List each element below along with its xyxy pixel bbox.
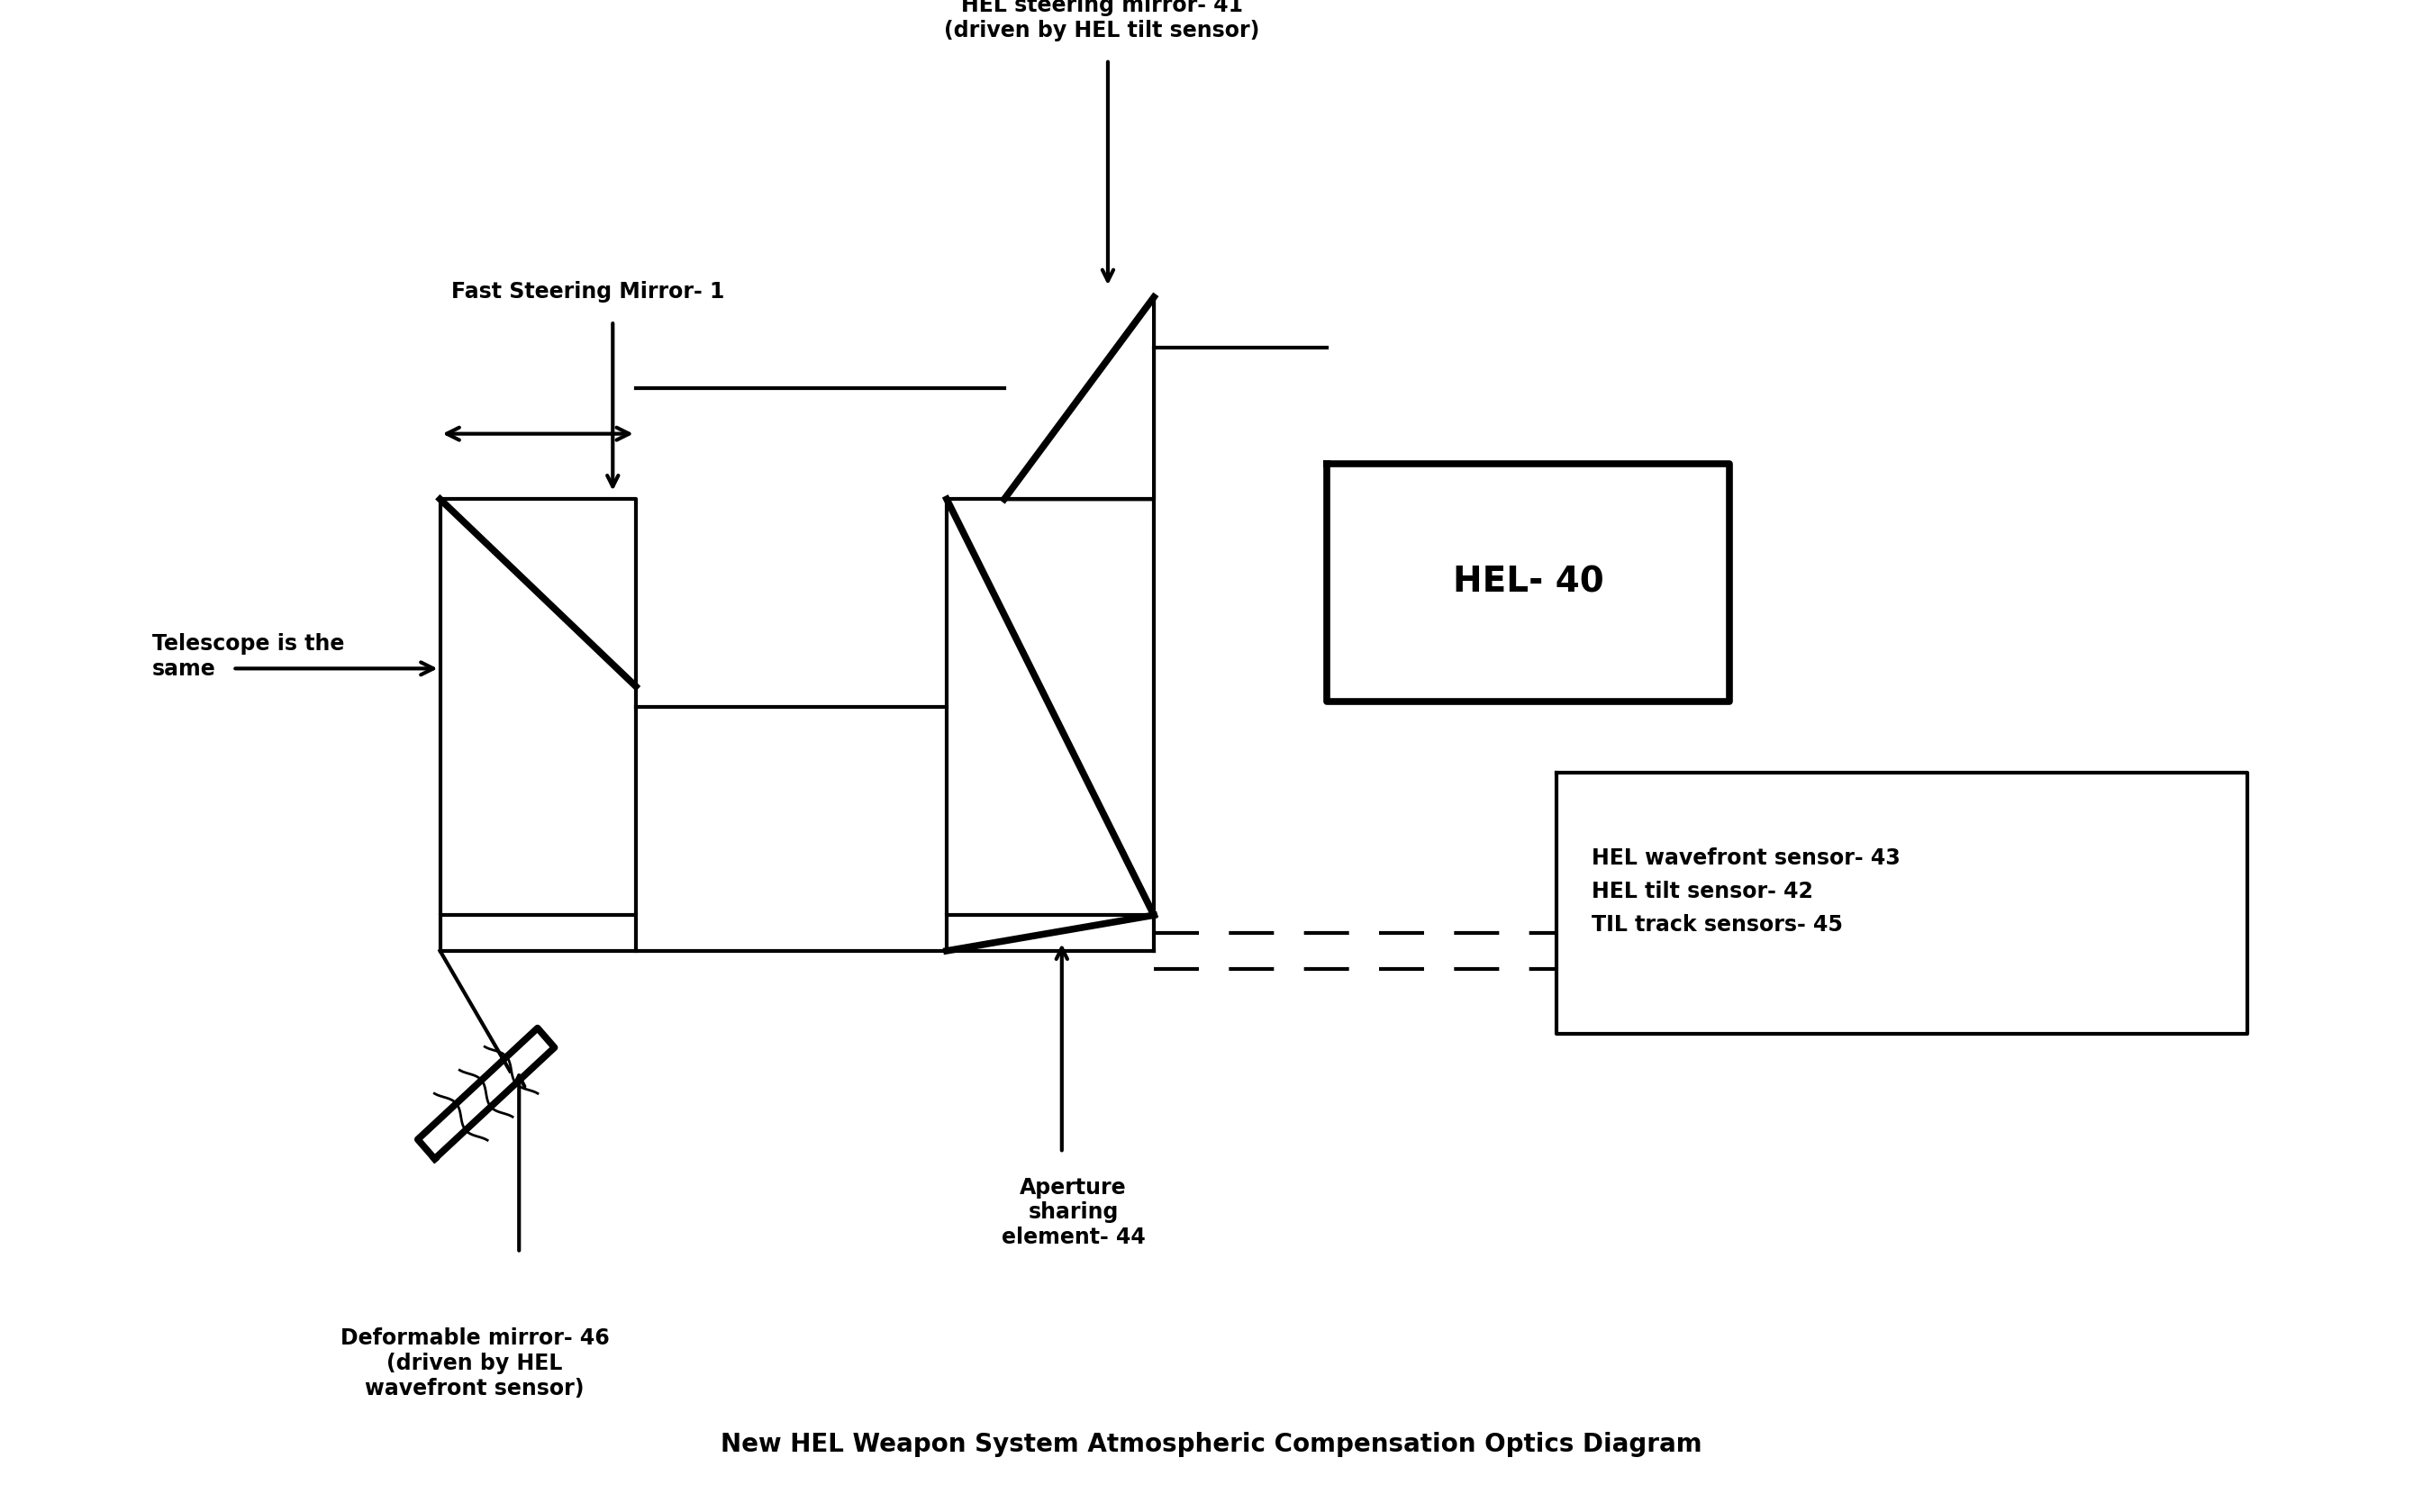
Text: Telescope is the
same: Telescope is the same	[153, 634, 344, 680]
Text: Deformable mirror- 46
(driven by HEL
wavefront sensor): Deformable mirror- 46 (driven by HEL wav…	[339, 1328, 608, 1399]
Text: Aperture
sharing
element- 44: Aperture sharing element- 44	[1001, 1176, 1146, 1249]
Text: HEL- 40: HEL- 40	[1454, 565, 1604, 599]
Text: HEL steering mirror- 41
(driven by HEL tilt sensor): HEL steering mirror- 41 (driven by HEL t…	[945, 0, 1260, 41]
Text: Fast Steering Mirror- 1: Fast Steering Mirror- 1	[451, 281, 724, 302]
Text: New HEL Weapon System Atmospheric Compensation Optics Diagram: New HEL Weapon System Atmospheric Compen…	[720, 1432, 1703, 1456]
Text: HEL wavefront sensor- 43
HEL tilt sensor- 42
TIL track sensors- 45: HEL wavefront sensor- 43 HEL tilt sensor…	[1592, 847, 1900, 936]
